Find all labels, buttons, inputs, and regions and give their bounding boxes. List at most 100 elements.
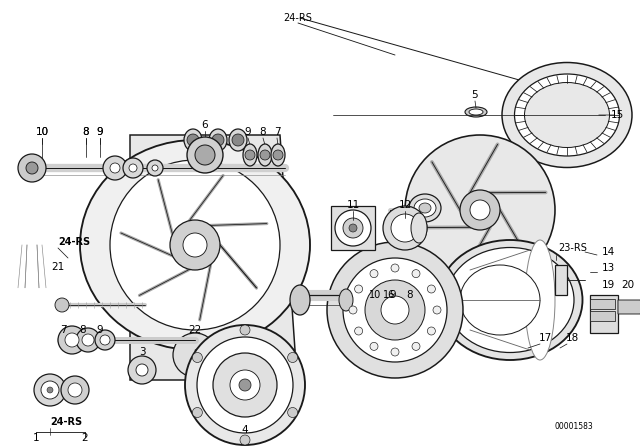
Circle shape xyxy=(381,296,409,324)
Circle shape xyxy=(433,306,441,314)
Text: 00001583: 00001583 xyxy=(555,422,593,431)
Circle shape xyxy=(185,325,305,445)
Circle shape xyxy=(287,408,298,418)
Ellipse shape xyxy=(258,144,272,166)
Circle shape xyxy=(428,285,435,293)
Circle shape xyxy=(183,233,207,257)
Circle shape xyxy=(95,330,115,350)
Circle shape xyxy=(82,334,94,346)
Circle shape xyxy=(123,158,143,178)
Circle shape xyxy=(100,335,110,345)
Circle shape xyxy=(370,342,378,350)
Circle shape xyxy=(47,387,53,393)
Circle shape xyxy=(349,306,357,314)
Polygon shape xyxy=(618,300,640,314)
Circle shape xyxy=(383,206,427,250)
Ellipse shape xyxy=(409,194,441,222)
Ellipse shape xyxy=(243,144,257,166)
Circle shape xyxy=(170,220,220,270)
Circle shape xyxy=(34,374,66,406)
Text: 8: 8 xyxy=(406,290,413,300)
Circle shape xyxy=(327,242,463,378)
Circle shape xyxy=(103,156,127,180)
Ellipse shape xyxy=(446,247,574,353)
Bar xyxy=(555,265,567,295)
Circle shape xyxy=(391,264,399,272)
Circle shape xyxy=(273,150,283,160)
Circle shape xyxy=(193,353,202,362)
Circle shape xyxy=(405,135,555,285)
Circle shape xyxy=(355,285,363,293)
Text: 18: 18 xyxy=(565,333,579,343)
Text: 9: 9 xyxy=(97,127,103,137)
Ellipse shape xyxy=(414,199,436,217)
Text: 24-RS: 24-RS xyxy=(50,417,82,427)
Text: 12: 12 xyxy=(398,200,412,210)
Bar xyxy=(590,295,618,333)
Circle shape xyxy=(197,337,293,433)
Circle shape xyxy=(76,328,100,352)
Text: 5: 5 xyxy=(472,90,478,100)
Ellipse shape xyxy=(469,109,483,115)
Circle shape xyxy=(349,224,357,232)
Ellipse shape xyxy=(515,74,620,156)
Polygon shape xyxy=(195,350,295,425)
Text: 10: 10 xyxy=(35,127,49,137)
Circle shape xyxy=(193,408,202,418)
Circle shape xyxy=(460,190,500,230)
Circle shape xyxy=(343,218,363,238)
Text: 13: 13 xyxy=(602,263,614,273)
Circle shape xyxy=(240,325,250,335)
Text: 6: 6 xyxy=(202,120,208,130)
Circle shape xyxy=(355,327,363,335)
Ellipse shape xyxy=(419,203,431,213)
Text: 8: 8 xyxy=(260,127,266,137)
Circle shape xyxy=(230,370,260,400)
Circle shape xyxy=(470,200,490,220)
Circle shape xyxy=(212,134,224,146)
Circle shape xyxy=(187,134,199,146)
Circle shape xyxy=(18,154,46,182)
Circle shape xyxy=(58,326,86,354)
Circle shape xyxy=(365,280,425,340)
Circle shape xyxy=(55,298,69,312)
Circle shape xyxy=(232,134,244,146)
Circle shape xyxy=(41,381,59,399)
Ellipse shape xyxy=(290,285,310,315)
Circle shape xyxy=(213,353,277,417)
Ellipse shape xyxy=(339,289,353,311)
Text: 7: 7 xyxy=(274,127,280,137)
Circle shape xyxy=(370,270,378,278)
Text: 21: 21 xyxy=(51,262,65,272)
Ellipse shape xyxy=(465,107,487,117)
Text: 3: 3 xyxy=(139,347,145,357)
Text: 23-RS: 23-RS xyxy=(558,243,587,253)
Polygon shape xyxy=(130,135,295,380)
Circle shape xyxy=(147,160,163,176)
Circle shape xyxy=(136,364,148,376)
Ellipse shape xyxy=(229,129,247,151)
Bar xyxy=(331,206,375,250)
Text: 1: 1 xyxy=(33,433,39,443)
Circle shape xyxy=(195,145,215,165)
Circle shape xyxy=(239,379,251,391)
Text: 24-RS: 24-RS xyxy=(58,237,90,247)
Circle shape xyxy=(343,258,447,362)
Text: 15: 15 xyxy=(611,110,623,120)
Ellipse shape xyxy=(525,82,609,147)
Ellipse shape xyxy=(80,140,310,350)
Text: 4: 4 xyxy=(242,425,248,435)
Circle shape xyxy=(110,163,120,173)
Ellipse shape xyxy=(411,213,427,243)
Text: 9: 9 xyxy=(390,290,396,300)
Text: 10: 10 xyxy=(35,127,49,137)
Text: 10: 10 xyxy=(369,290,381,300)
Circle shape xyxy=(129,164,137,172)
Text: 9: 9 xyxy=(97,127,103,137)
Circle shape xyxy=(245,150,255,160)
Text: 11: 11 xyxy=(346,200,360,210)
Circle shape xyxy=(391,214,419,242)
Text: 16: 16 xyxy=(383,290,395,300)
Ellipse shape xyxy=(209,129,227,151)
Circle shape xyxy=(173,333,217,377)
